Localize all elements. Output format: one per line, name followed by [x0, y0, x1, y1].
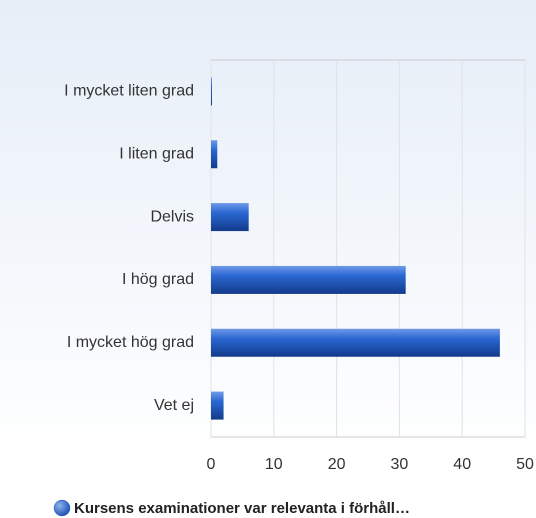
y-tick-label: Delvis — [150, 208, 194, 225]
y-tick-label: I hög grad — [122, 271, 194, 288]
x-tick-label: 20 — [328, 456, 346, 473]
bar — [211, 140, 218, 169]
legend-label: Kursens examinationer var relevanta i fö… — [74, 500, 410, 517]
y-tick-label: I liten grad — [119, 145, 194, 162]
x-tick-label: 40 — [453, 456, 471, 473]
y-tick-label: I mycket hög grad — [67, 334, 194, 351]
bar — [211, 203, 249, 232]
y-tick-label: I mycket liten grad — [64, 83, 194, 100]
bar — [211, 265, 406, 294]
legend-marker — [53, 499, 71, 517]
bar — [211, 328, 500, 357]
bar — [211, 77, 212, 106]
x-tick-label: 30 — [391, 456, 409, 473]
y-tick-label: Vet ej — [154, 397, 194, 414]
x-tick-label: 50 — [516, 456, 534, 473]
x-tick-label: 0 — [207, 456, 216, 473]
bar — [211, 391, 224, 420]
x-tick-label: 10 — [265, 456, 283, 473]
